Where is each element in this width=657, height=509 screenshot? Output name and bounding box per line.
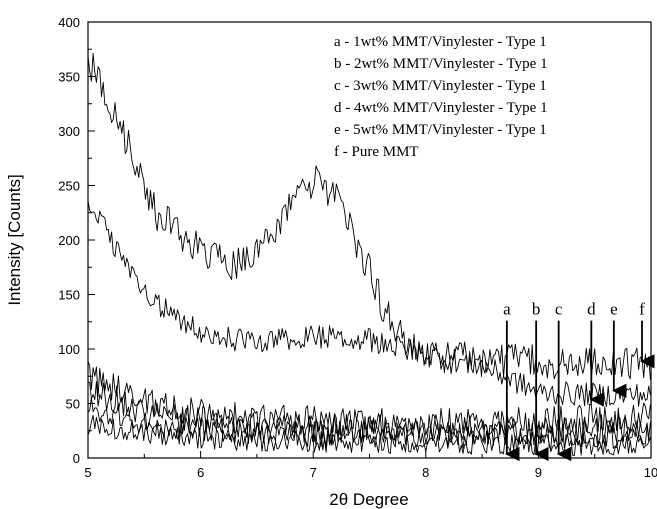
annotation-label-a: a (503, 300, 511, 319)
x-tick-label: 7 (310, 465, 317, 480)
legend-entry: a - 1wt% MMT/Vinylester - Type 1 (334, 34, 547, 50)
y-tick-label: 0 (73, 451, 80, 466)
y-tick-label: 150 (58, 288, 80, 303)
y-tick-label: 250 (58, 179, 80, 194)
legend-entry: d - 4wt% MMT/Vinylester - Type 1 (334, 100, 548, 116)
annotation-label-e: e (610, 300, 618, 319)
x-tick-label: 6 (197, 465, 204, 480)
y-tick-label: 50 (66, 397, 80, 412)
x-tick-label: 10 (644, 465, 657, 480)
annotation-label-f: f (639, 300, 645, 319)
x-tick-label: 5 (84, 465, 91, 480)
legend-entry: c - 3wt% MMT/Vinylester - Type 1 (334, 78, 547, 94)
series-line-a (88, 414, 651, 456)
series-line-f (88, 52, 651, 380)
legend-entry: e - 5wt% MMT/Vinylester - Type 1 (334, 122, 547, 138)
plot-area (88, 52, 651, 456)
annotation-label-d: d (587, 300, 596, 319)
x-axis-title: 2θ Degree (329, 490, 408, 509)
y-tick-label: 100 (58, 342, 80, 357)
y-tick-label: 400 (58, 15, 80, 30)
x-tick-label: 8 (422, 465, 429, 480)
y-tick-label: 200 (58, 233, 80, 248)
legend: a - 1wt% MMT/Vinylester - Type 1 b - 2wt%… (334, 34, 548, 160)
y-tick-label: 350 (58, 70, 80, 85)
annotation-label-b: b (532, 300, 541, 319)
series-line-e (88, 200, 651, 408)
legend-entry: b - 2wt% MMT/Vinylester - Type 1 (334, 56, 548, 72)
y-tick-label: 300 (58, 124, 80, 139)
series-layer (88, 52, 651, 456)
annotation-label-c: c (555, 300, 563, 319)
series-line-d (88, 361, 651, 438)
legend-entry: f - Pure MMT (334, 144, 419, 160)
y-axis-title: Intensity [Counts] (5, 174, 24, 305)
x-tick-label: 9 (535, 465, 542, 480)
